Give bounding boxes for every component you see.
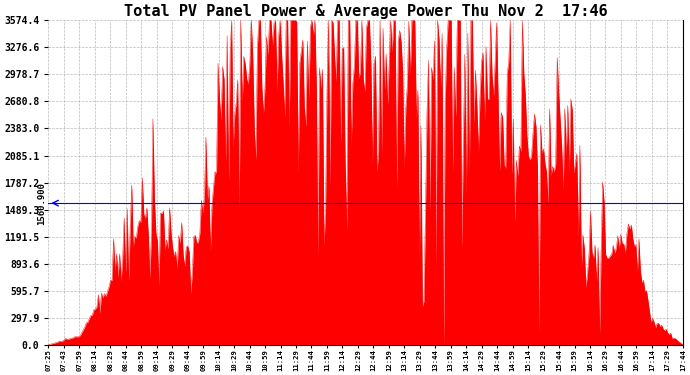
Title: Total PV Panel Power & Average Power Thu Nov 2  17:46: Total PV Panel Power & Average Power Thu… <box>124 4 607 19</box>
